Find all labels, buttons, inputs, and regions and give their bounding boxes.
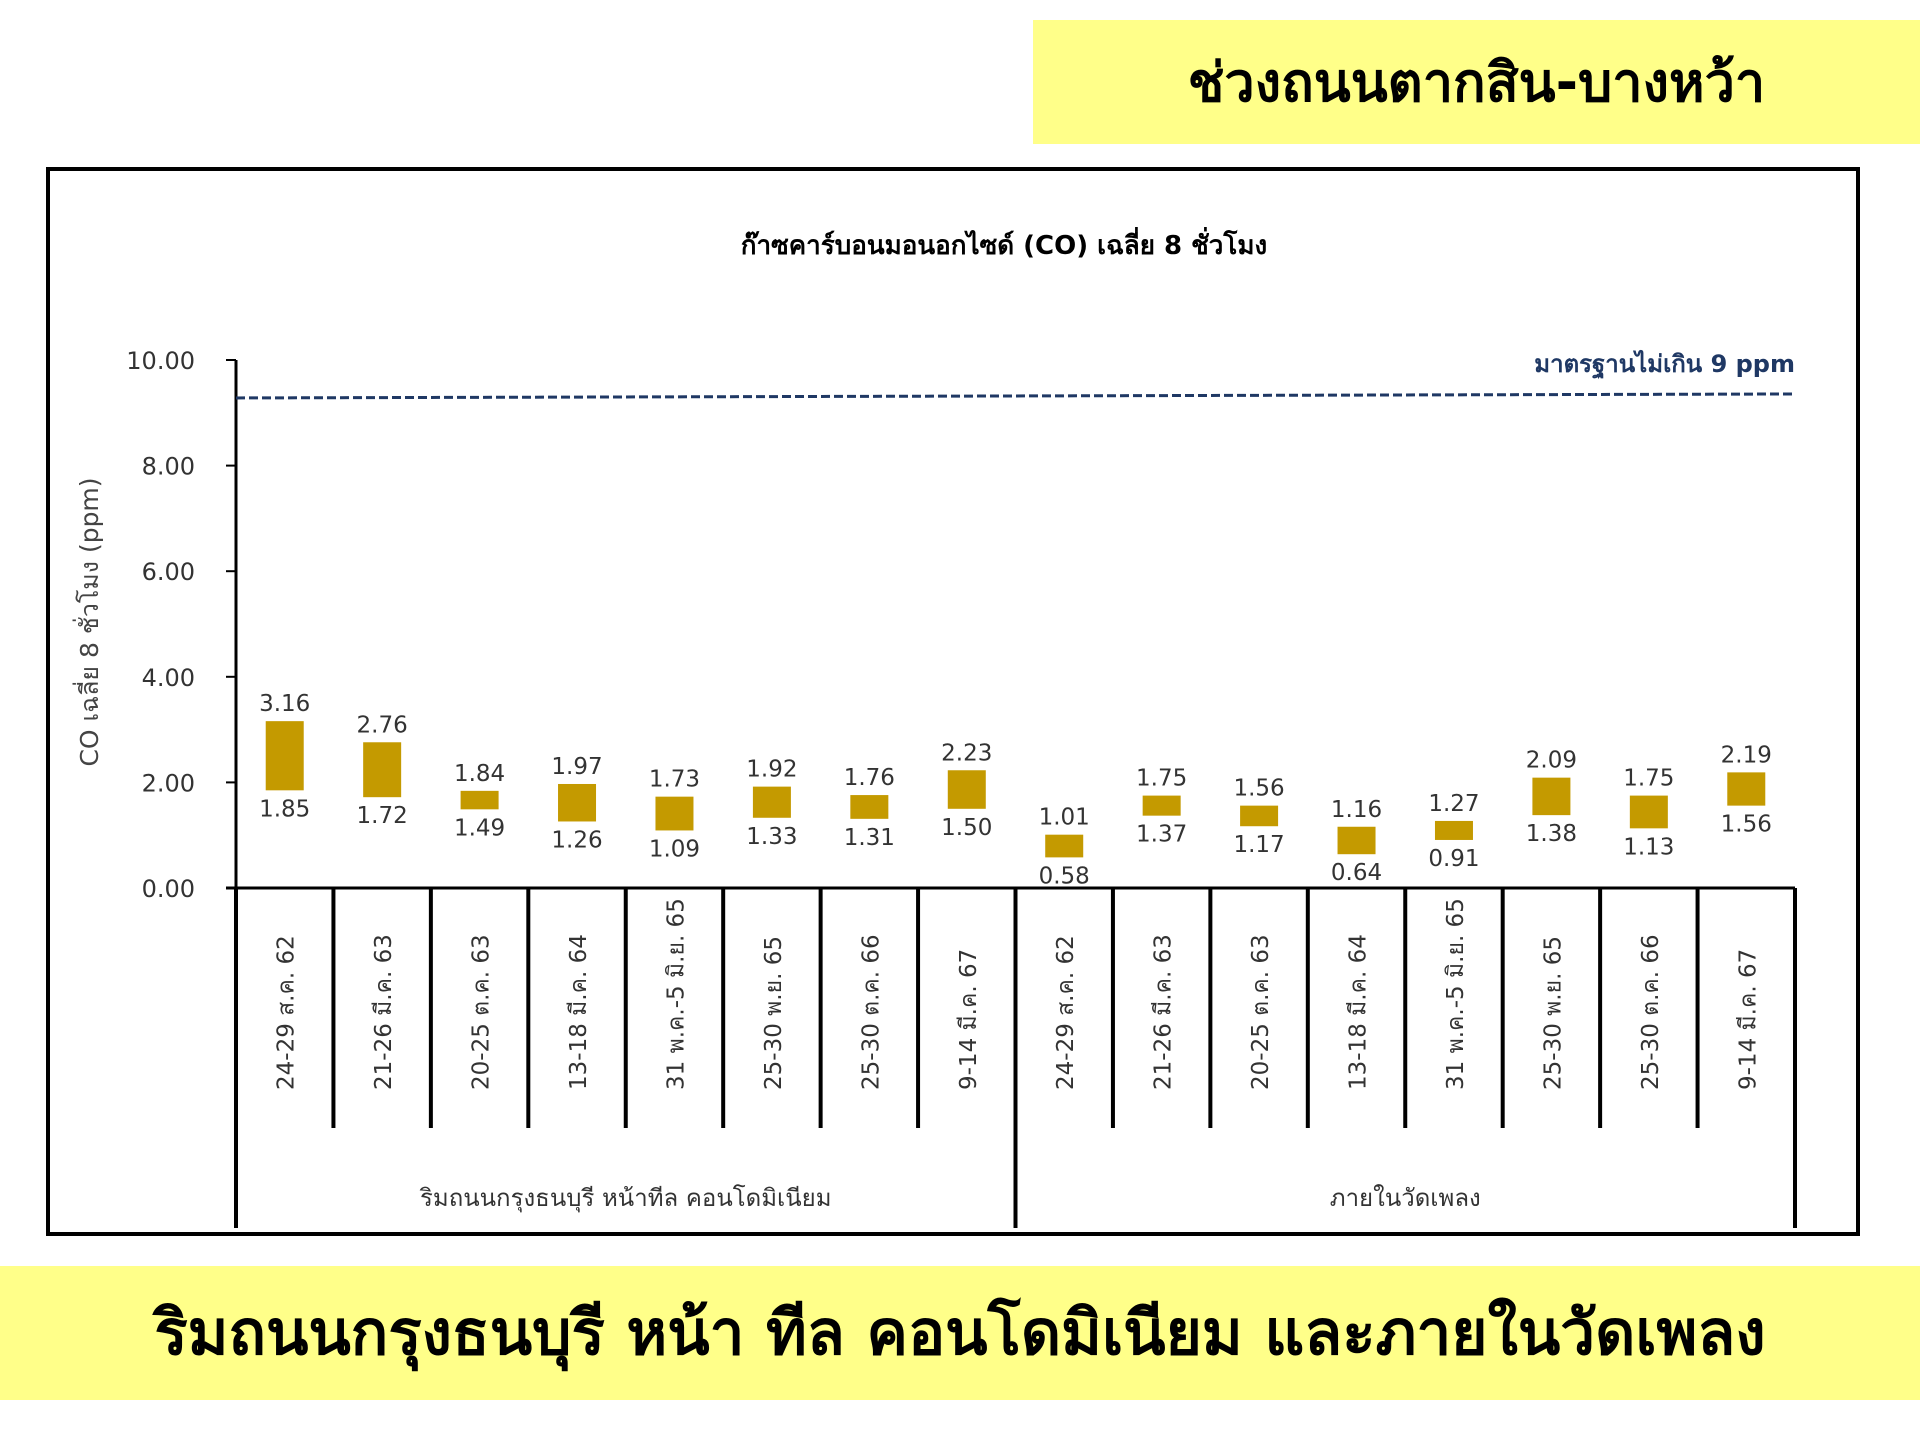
range-bar (558, 783, 597, 822)
bar-high-label: 1.01 (1039, 805, 1090, 831)
range-bar (1045, 834, 1084, 858)
bar-low-label: 1.13 (1623, 834, 1674, 860)
bar-high-label: 1.76 (844, 765, 895, 791)
bar-high-label: 1.75 (1623, 766, 1674, 792)
bar-high-label: 1.92 (746, 757, 797, 783)
x-tick-label: 25-30 พ.ย. 65 (761, 936, 787, 1090)
x-tick-label: 25-30 พ.ย. 65 (1540, 936, 1566, 1090)
range-bar (1337, 826, 1376, 855)
bar-high-label: 1.16 (1331, 797, 1382, 823)
range-bar (1727, 772, 1766, 806)
x-tick-label: 24-29 ส.ค. 62 (274, 935, 300, 1090)
bar-high-label: 1.75 (1136, 766, 1187, 792)
bar-high-label: 2.09 (1526, 748, 1577, 774)
chart-title: ก๊าซคาร์บอนมอนอกไซด์ (CO) เฉลี่ย 8 ชั่วโ… (741, 226, 1267, 261)
range-bar (460, 790, 499, 810)
range-bar (850, 795, 889, 819)
y-tick-label: 4.00 (142, 664, 195, 692)
x-tick-label: 13-18 มี.ค. 64 (1346, 934, 1372, 1090)
bar-high-label: 1.56 (1233, 776, 1284, 802)
range-bar (1532, 777, 1571, 816)
bar-low-label: 1.31 (844, 825, 895, 851)
bar-low-label: 1.50 (941, 815, 992, 841)
range-bar (1142, 795, 1181, 816)
bar-high-label: 1.73 (649, 767, 700, 793)
top-banner-title: ช่วงถนนตากสิน-บางหว้า (1187, 51, 1766, 114)
x-tick-label: 20-25 ต.ค. 63 (469, 934, 495, 1090)
bar-high-label: 2.19 (1721, 742, 1772, 768)
x-tick-label: 31 พ.ค.-5 มิ.ย. 65 (663, 898, 689, 1090)
group-label: ภายในวัดเพลง (1330, 1184, 1481, 1212)
bar-low-label: 1.49 (454, 815, 505, 841)
bar-high-label: 1.27 (1428, 791, 1479, 817)
bar-high-label: 3.16 (259, 691, 310, 717)
range-bar (265, 721, 304, 791)
bar-low-label: 1.37 (1136, 822, 1187, 848)
bar-low-label: 1.26 (551, 827, 602, 853)
range-bar (947, 770, 986, 809)
range-bar (655, 796, 694, 831)
range-bar (1434, 820, 1473, 840)
bar-low-label: 1.09 (649, 836, 700, 862)
group-label: ริมถนนกรุงธนบุรี หน้าทีล คอนโดมิเนียม (419, 1184, 832, 1213)
standard-line (235, 392, 1796, 400)
x-tick-label: 9-14 มี.ค. 67 (956, 949, 982, 1090)
range-bar (752, 786, 791, 818)
y-tick-label: 0.00 (142, 875, 195, 903)
bar-low-label: 1.72 (357, 803, 408, 829)
range-bar (1629, 795, 1668, 829)
top-banner: ช่วงถนนตากสิน-บางหว้า (1033, 20, 1920, 144)
bottom-banner: ริมถนนกรุงธนบุรี หน้า ทีล คอนโดมิเนียม แ… (0, 1266, 1920, 1400)
chart-frame (46, 167, 1860, 1236)
bar-low-label: 0.91 (1428, 846, 1479, 872)
bar-low-label: 1.56 (1721, 812, 1772, 838)
standard-label: มาตรฐานไม่เกิน 9 ppm (1534, 349, 1795, 380)
x-tick-label: 13-18 มี.ค. 64 (566, 934, 592, 1090)
x-tick-label: 9-14 มี.ค. 67 (1735, 949, 1761, 1090)
x-tick-label: 21-26 มี.ค. 63 (371, 934, 397, 1090)
range-bar (1240, 805, 1279, 827)
bar-low-label: 1.85 (259, 796, 310, 822)
range-bar (363, 742, 402, 798)
bar-high-label: 2.23 (941, 740, 992, 766)
x-tick-label: 31 พ.ค.-5 มิ.ย. 65 (1443, 898, 1469, 1090)
bottom-banner-title: ริมถนนกรุงธนบุรี หน้า ทีล คอนโดมิเนียม แ… (154, 1296, 1766, 1369)
bar-high-label: 1.97 (551, 754, 602, 780)
x-tick-label: 24-29 ส.ค. 62 (1053, 935, 1079, 1090)
y-tick-label: 10.00 (126, 347, 195, 375)
x-tick-label: 25-30 ต.ค. 66 (858, 934, 884, 1090)
x-tick-label: 21-26 มี.ค. 63 (1151, 934, 1177, 1090)
bar-high-label: 2.76 (357, 712, 408, 738)
bar-low-label: 0.64 (1331, 860, 1382, 886)
bar-low-label: 0.58 (1039, 863, 1090, 889)
y-tick-label: 8.00 (142, 453, 195, 481)
bar-low-label: 1.33 (746, 824, 797, 850)
bar-high-label: 1.84 (454, 761, 505, 787)
x-tick-label: 20-25 ต.ค. 63 (1248, 934, 1274, 1090)
y-tick-label: 6.00 (142, 558, 195, 586)
bar-low-label: 1.17 (1233, 832, 1284, 858)
y-tick-label: 2.00 (142, 769, 195, 797)
x-tick-label: 25-30 ต.ค. 66 (1638, 934, 1664, 1090)
bar-low-label: 1.38 (1526, 821, 1577, 847)
y-axis-label: CO เฉลี่ย 8 ชั่วโมง (ppm) (72, 477, 104, 766)
